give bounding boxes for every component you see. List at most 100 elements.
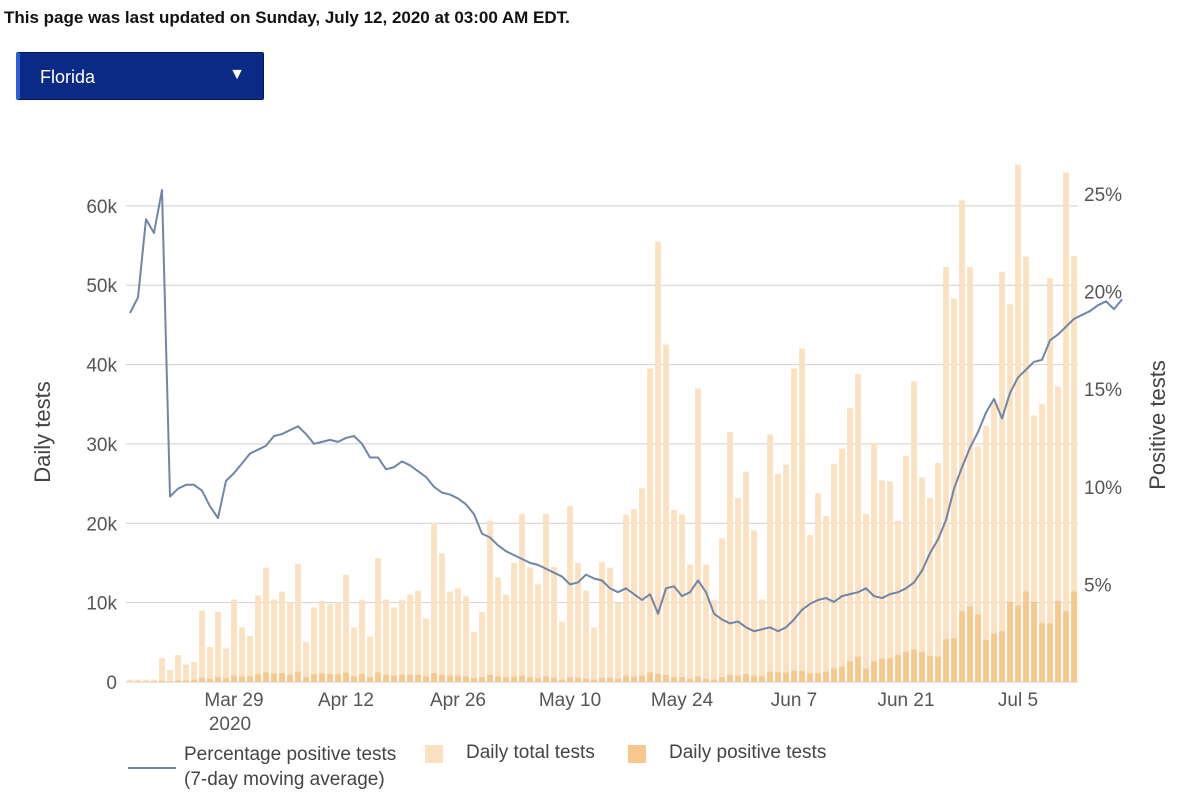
positive-tests-bar xyxy=(879,658,885,682)
positive-tests-bar xyxy=(975,614,981,682)
positive-tests-bars xyxy=(127,591,1077,683)
legend-positive-swatch xyxy=(628,745,646,763)
positive-tests-bar xyxy=(127,681,133,683)
positive-tests-bar xyxy=(511,676,517,682)
total-tests-bar xyxy=(159,658,165,682)
positive-tests-bar xyxy=(1063,611,1069,682)
positive-tests-bar xyxy=(567,677,573,682)
positive-tests-bar xyxy=(487,674,493,682)
total-tests-bar xyxy=(991,402,997,682)
positive-tests-bar xyxy=(999,631,1005,682)
positive-tests-bar xyxy=(439,674,445,682)
total-tests-bar xyxy=(311,607,317,682)
positive-tests-bar xyxy=(671,677,677,682)
positive-tests-bar xyxy=(687,678,693,682)
total-tests-bar xyxy=(839,448,845,682)
legend-line-label-2: (7-day moving average) xyxy=(184,769,385,790)
total-tests-bar xyxy=(431,522,437,682)
total-tests-bar xyxy=(519,513,525,682)
positive-tests-bar xyxy=(1071,591,1077,682)
total-tests-bar xyxy=(1007,304,1013,682)
total-tests-bar xyxy=(239,627,245,682)
positive-tests-bar xyxy=(695,676,701,682)
positive-tests-bar xyxy=(855,656,861,682)
positive-tests-bar xyxy=(431,673,437,682)
positive-tests-bar xyxy=(399,674,405,682)
total-tests-bar xyxy=(415,590,421,682)
total-tests-bar xyxy=(959,200,965,682)
total-tests-bar xyxy=(799,348,805,682)
positive-tests-bar xyxy=(743,674,749,682)
total-tests-bar xyxy=(719,538,725,682)
total-tests-bar xyxy=(1039,404,1045,682)
total-tests-bar xyxy=(1015,164,1021,683)
total-tests-bar xyxy=(687,564,693,682)
x-tick-label: May 24 xyxy=(651,690,714,711)
total-tests-bar xyxy=(295,563,301,682)
total-tests-bar xyxy=(279,591,285,682)
total-tests-bar xyxy=(631,509,637,682)
total-tests-bar xyxy=(903,455,909,682)
positive-tests-bar xyxy=(895,655,901,682)
positive-tests-bar xyxy=(775,672,781,682)
total-tests-bar xyxy=(615,602,621,682)
total-tests-bar xyxy=(351,627,357,682)
x-tick-label: Jul 5 xyxy=(998,690,1038,711)
total-tests-bar xyxy=(623,514,629,682)
total-tests-bar xyxy=(567,505,573,682)
total-tests-bar xyxy=(303,642,309,682)
total-tests-bar xyxy=(367,636,373,682)
positive-tests-bar xyxy=(735,675,741,682)
total-tests-bar xyxy=(727,432,733,682)
positive-tests-bar xyxy=(303,677,309,682)
total-tests-bar xyxy=(591,627,597,682)
positive-tests-bar xyxy=(287,674,293,682)
state-select-dropdown[interactable]: Florida ▼ xyxy=(16,52,264,100)
positive-tests-bar xyxy=(831,668,837,682)
total-tests-bar xyxy=(911,381,917,682)
total-tests-bar xyxy=(343,574,349,682)
positive-tests-bar xyxy=(151,681,157,682)
positive-tests-bar xyxy=(343,672,349,682)
total-tests-bar xyxy=(535,584,541,682)
positive-tests-bar xyxy=(815,673,821,682)
x-tick-label: Apr 12 xyxy=(318,690,374,711)
positive-tests-bar xyxy=(559,679,565,682)
positive-tests-bar xyxy=(751,675,757,682)
positive-tests-bar xyxy=(207,678,213,682)
positive-tests-bar xyxy=(903,651,909,682)
total-tests-bar xyxy=(399,600,405,682)
total-tests-bar xyxy=(815,493,821,682)
positive-tests-bar xyxy=(727,674,733,682)
positive-tests-bar xyxy=(311,674,317,682)
total-tests-bar xyxy=(943,266,949,682)
x-tick-label: Jun 21 xyxy=(877,690,934,711)
positive-tests-bar xyxy=(527,677,533,682)
total-tests-bar xyxy=(967,266,973,682)
left-tick-label: 30k xyxy=(86,435,117,456)
positive-tests-bar xyxy=(719,677,725,682)
left-tick-label: 40k xyxy=(86,356,117,377)
positive-tests-bar xyxy=(663,674,669,682)
total-tests-bar xyxy=(855,374,861,682)
positive-tests-bar xyxy=(199,678,205,682)
total-tests-bar xyxy=(511,562,517,682)
positive-tests-bar xyxy=(983,639,989,682)
positive-tests-bar xyxy=(223,678,229,682)
right-tick-label: 5% xyxy=(1084,575,1112,596)
positive-tests-bar xyxy=(503,677,509,682)
total-tests-bar xyxy=(919,477,925,682)
left-axis-title: Daily tests xyxy=(30,381,55,482)
positive-tests-bar xyxy=(263,672,269,682)
total-tests-bar xyxy=(575,562,581,682)
total-tests-bar xyxy=(767,434,773,682)
positive-tests-bar xyxy=(407,674,413,682)
positive-tests-bar xyxy=(631,676,637,682)
positive-tests-bar xyxy=(1023,591,1029,682)
total-tests-bar xyxy=(335,601,341,682)
right-axis-title: Positive tests xyxy=(1145,360,1170,490)
positive-tests-bar xyxy=(783,672,789,682)
positive-tests-bar xyxy=(335,674,341,682)
total-tests-bar xyxy=(583,590,589,682)
